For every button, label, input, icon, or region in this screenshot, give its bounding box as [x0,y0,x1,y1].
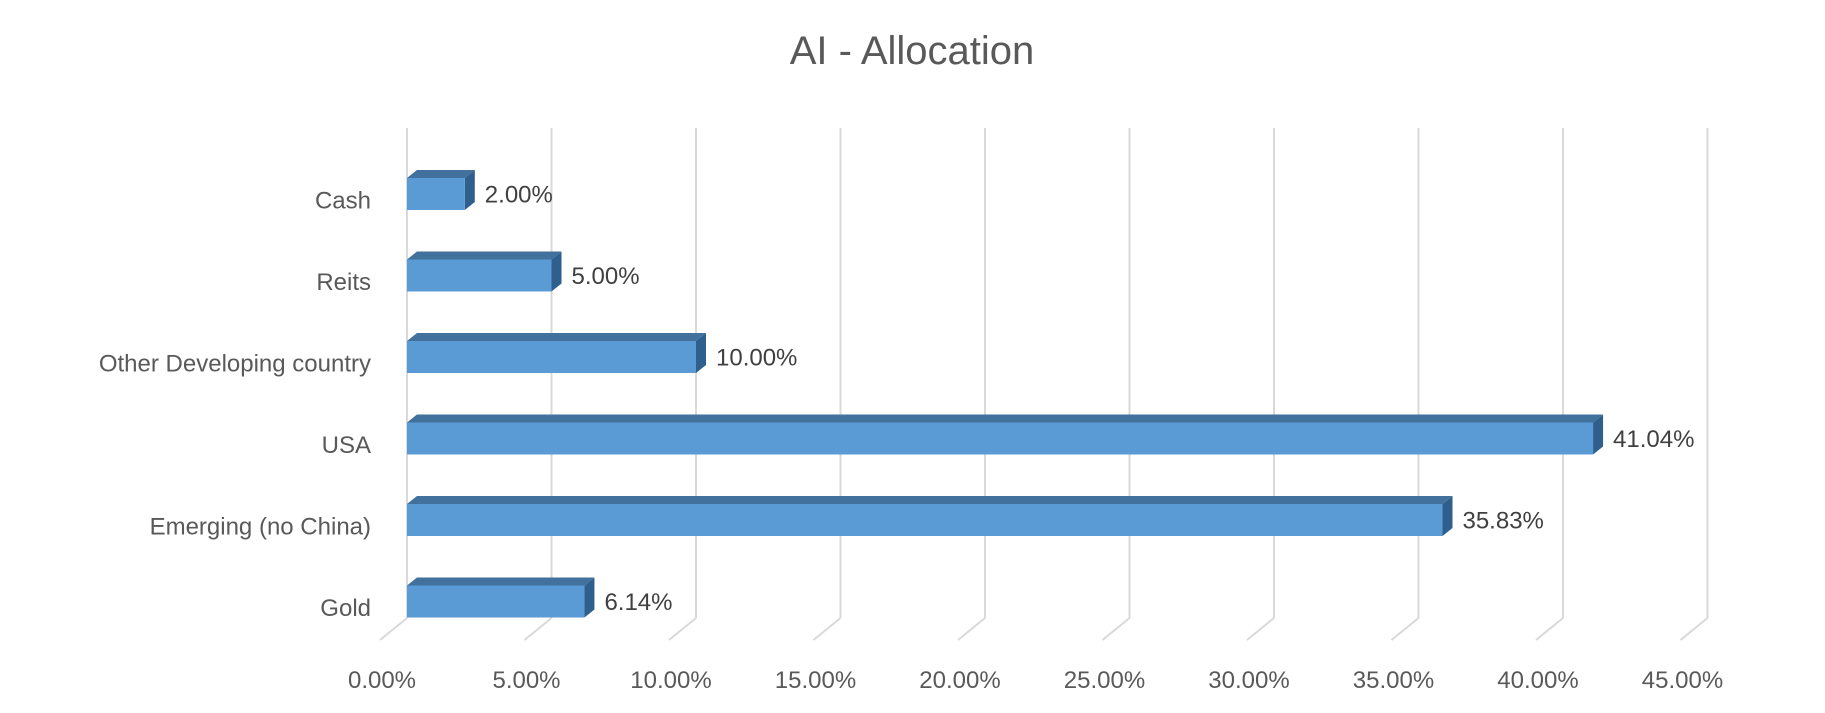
bar [407,178,465,210]
gridline-floor [379,617,408,641]
bar [407,341,696,373]
category-axis: Cash Reits Other Developing country USA Emer… [99,187,371,622]
data-label: 5.00% [572,263,640,290]
x-tick-label: 40.00% [1497,667,1578,694]
value-axis: 0.00% 5.00% 10.00% 15.00% 20.00% 25.00% 30.00%… [348,667,1723,694]
data-label: 2.00% [485,181,553,208]
gridline-floor [1246,617,1275,641]
bar [407,504,1443,536]
gridline-floor [1390,617,1420,641]
gridline-floor [523,617,553,641]
bar [407,259,552,292]
data-label: 35.83% [1462,507,1543,534]
x-tick-label: 20.00% [919,667,1000,694]
x-tick-label: 35.00% [1353,667,1434,694]
category-label: Cash [315,187,371,214]
x-tick-label: 15.00% [775,667,856,694]
bars [407,170,1604,618]
category-label: Reits [316,269,371,296]
bar-top-face [407,496,1453,504]
bar-top-face [407,414,1604,423]
gridline-floor [1679,617,1709,641]
bar-top-face [407,577,595,586]
x-tick-label: 25.00% [1064,667,1145,694]
category-label: USA [322,432,371,459]
data-label: 41.04% [1613,426,1694,453]
gridline-floor [668,617,697,641]
gridline-floor [1535,617,1564,641]
category-label: Gold [320,595,371,622]
bar-top-face [407,333,706,341]
category-label: Emerging (no China) [150,513,371,540]
category-label: Other Developing country [99,350,371,377]
bar-side-face [696,333,706,373]
bar-side-face [551,251,562,292]
bar [407,422,1594,455]
bar-side-face [1442,496,1453,536]
x-tick-label: 10.00% [630,667,711,694]
bar-side-face [584,577,595,618]
x-tick-label: 0.00% [348,667,416,694]
chart-title: AI - Allocation [790,29,1035,73]
data-label: 6.14% [604,589,672,616]
x-tick-label: 5.00% [492,667,560,694]
x-tick-label: 45.00% [1642,667,1723,694]
gridline-floor [957,617,986,641]
bar [407,585,585,618]
gridline-floor [1101,617,1131,641]
bar-side-face [1593,414,1604,455]
gridlines [379,128,1709,641]
bar-side-face [464,170,475,210]
bar-top-face [407,251,562,260]
bar-top-face [407,170,475,178]
data-label: 10.00% [716,344,797,371]
x-tick-label: 30.00% [1208,667,1289,694]
data-labels: 2.00% 5.00% 10.00% 41.04% 35.83% 6.14% [485,181,1695,616]
gridline-floor [812,617,842,641]
